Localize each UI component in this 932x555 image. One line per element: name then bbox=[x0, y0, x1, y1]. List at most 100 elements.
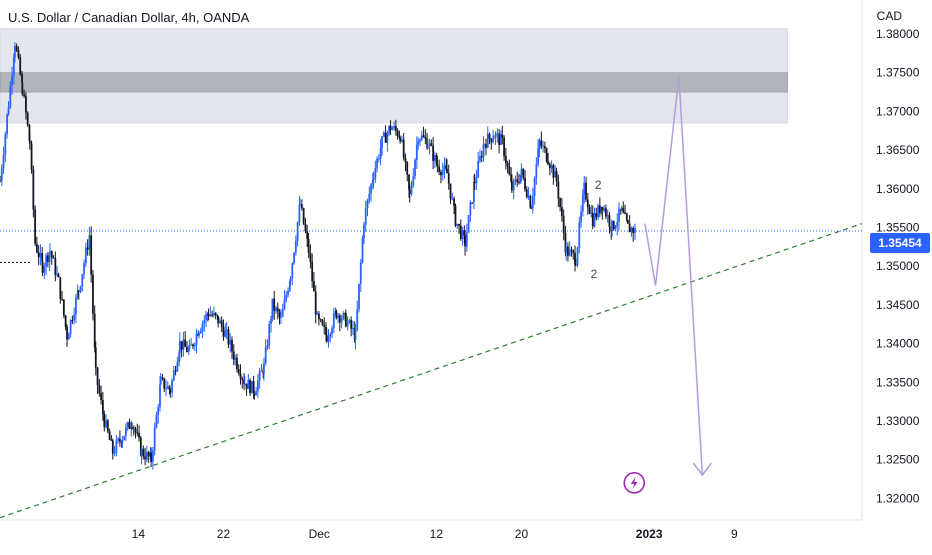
candle-body bbox=[211, 314, 214, 316]
candle-body bbox=[93, 313, 96, 348]
candle-body bbox=[260, 370, 263, 372]
candle-body bbox=[420, 135, 423, 140]
candle-body bbox=[37, 252, 40, 258]
y-tick-label: 1.32000 bbox=[876, 491, 920, 505]
candle-body bbox=[214, 313, 217, 316]
candle-body bbox=[459, 225, 462, 239]
candle-body bbox=[608, 215, 611, 227]
candle-body bbox=[394, 126, 397, 131]
candle-body bbox=[145, 452, 148, 460]
projection-arrowhead bbox=[692, 462, 712, 477]
candle-body bbox=[182, 339, 185, 350]
candle-body bbox=[296, 222, 299, 241]
candle-body bbox=[529, 195, 532, 208]
candle-body bbox=[453, 198, 455, 206]
candle-body bbox=[530, 207, 532, 209]
candle-body bbox=[136, 432, 139, 434]
candle-body bbox=[376, 158, 378, 169]
candle-body bbox=[467, 215, 470, 233]
candle-body bbox=[147, 452, 150, 457]
candle-body bbox=[299, 204, 302, 206]
candle-body bbox=[271, 298, 274, 319]
candle-body bbox=[338, 315, 341, 323]
candle-body bbox=[161, 377, 164, 379]
candle-body bbox=[381, 136, 383, 148]
candle-body bbox=[611, 220, 613, 232]
candle-body bbox=[426, 138, 428, 149]
candle-body bbox=[289, 278, 292, 281]
candle-body bbox=[366, 199, 369, 209]
candle-body bbox=[234, 357, 237, 360]
candle-body bbox=[15, 46, 18, 51]
candle-body bbox=[190, 344, 193, 346]
candle-body bbox=[113, 452, 116, 454]
candle-body bbox=[111, 440, 114, 454]
candle-body bbox=[499, 134, 502, 145]
candle-body bbox=[469, 202, 472, 216]
candle-body bbox=[224, 330, 227, 337]
candle-body bbox=[28, 140, 31, 144]
candle-body bbox=[220, 320, 223, 327]
y-tick-label: 1.37500 bbox=[876, 66, 920, 80]
candle-body bbox=[263, 363, 265, 374]
candle-body bbox=[134, 428, 137, 433]
candle-body bbox=[520, 168, 523, 175]
trendline bbox=[0, 223, 863, 519]
candle-body bbox=[171, 380, 173, 393]
candle-body bbox=[325, 327, 327, 336]
candle-body bbox=[465, 232, 468, 247]
candle-body bbox=[603, 208, 606, 211]
y-tick-label: 1.37000 bbox=[876, 104, 920, 118]
lightning-bolt-icon bbox=[630, 476, 638, 489]
candle-body bbox=[57, 274, 60, 278]
candle-body bbox=[304, 223, 307, 232]
candle-body bbox=[404, 157, 407, 163]
candle-body bbox=[335, 310, 338, 318]
candle-body bbox=[496, 133, 499, 135]
projection-path bbox=[644, 76, 704, 476]
candle-body bbox=[61, 298, 63, 300]
y-tick-label: 1.38000 bbox=[876, 27, 920, 41]
candle-body bbox=[585, 182, 587, 200]
candle-body bbox=[359, 262, 362, 284]
candle-body bbox=[479, 156, 481, 161]
wave-marker-0: 2 bbox=[595, 178, 602, 192]
candle-body bbox=[46, 255, 49, 263]
candle-body bbox=[389, 125, 392, 130]
candle-body bbox=[562, 215, 565, 233]
candle-body bbox=[131, 427, 133, 429]
candle-body bbox=[245, 383, 248, 389]
candle-body bbox=[329, 334, 332, 337]
candle-body bbox=[291, 263, 294, 279]
candle-body bbox=[565, 246, 568, 253]
candle-body bbox=[618, 209, 620, 222]
y-tick-label: 1.33500 bbox=[876, 375, 920, 389]
candle-body bbox=[557, 181, 560, 199]
candle-body bbox=[6, 114, 8, 134]
candle-body bbox=[19, 57, 22, 75]
candle-body bbox=[243, 383, 246, 385]
candle-body bbox=[555, 171, 558, 182]
candle-body bbox=[514, 179, 517, 181]
candle-body bbox=[601, 206, 604, 211]
candle-body bbox=[199, 330, 202, 334]
candle-body bbox=[298, 204, 301, 223]
candle-body bbox=[166, 386, 169, 389]
candle-body bbox=[103, 414, 106, 428]
candle-body bbox=[512, 180, 515, 191]
candle-body bbox=[222, 326, 225, 337]
candle-body bbox=[632, 227, 635, 234]
candle-body bbox=[574, 264, 577, 266]
candle-body bbox=[524, 177, 526, 190]
candle-body bbox=[69, 320, 72, 334]
candle-body bbox=[115, 440, 118, 453]
candle-body bbox=[344, 313, 347, 327]
candle-body bbox=[159, 377, 162, 385]
candle-body bbox=[346, 322, 349, 327]
candle-body bbox=[187, 348, 190, 352]
candle-body bbox=[67, 333, 70, 340]
candle-body bbox=[35, 243, 38, 253]
candle-body bbox=[126, 422, 129, 428]
